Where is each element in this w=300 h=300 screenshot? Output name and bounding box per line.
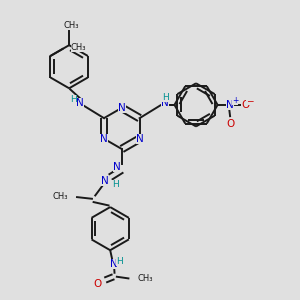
Text: N: N	[136, 134, 143, 144]
Text: H: H	[70, 95, 76, 104]
Text: N: N	[76, 98, 84, 108]
Text: H: H	[112, 180, 119, 189]
Text: N: N	[110, 260, 118, 269]
Text: O: O	[241, 100, 249, 110]
Text: H: H	[116, 257, 123, 266]
Text: −: −	[246, 96, 253, 105]
Text: O: O	[94, 279, 102, 289]
Text: N: N	[118, 103, 126, 113]
Text: CH₃: CH₃	[63, 21, 79, 30]
Text: N: N	[161, 98, 169, 108]
Text: N: N	[226, 100, 234, 110]
Text: CH₃: CH₃	[52, 192, 68, 201]
Text: H: H	[162, 93, 169, 102]
Text: N: N	[113, 162, 121, 172]
Text: N: N	[100, 134, 108, 144]
Text: N: N	[101, 176, 108, 186]
Text: +: +	[232, 96, 238, 105]
Text: O: O	[226, 119, 234, 129]
Text: CH₃: CH₃	[71, 43, 86, 52]
Text: CH₃: CH₃	[137, 274, 153, 283]
